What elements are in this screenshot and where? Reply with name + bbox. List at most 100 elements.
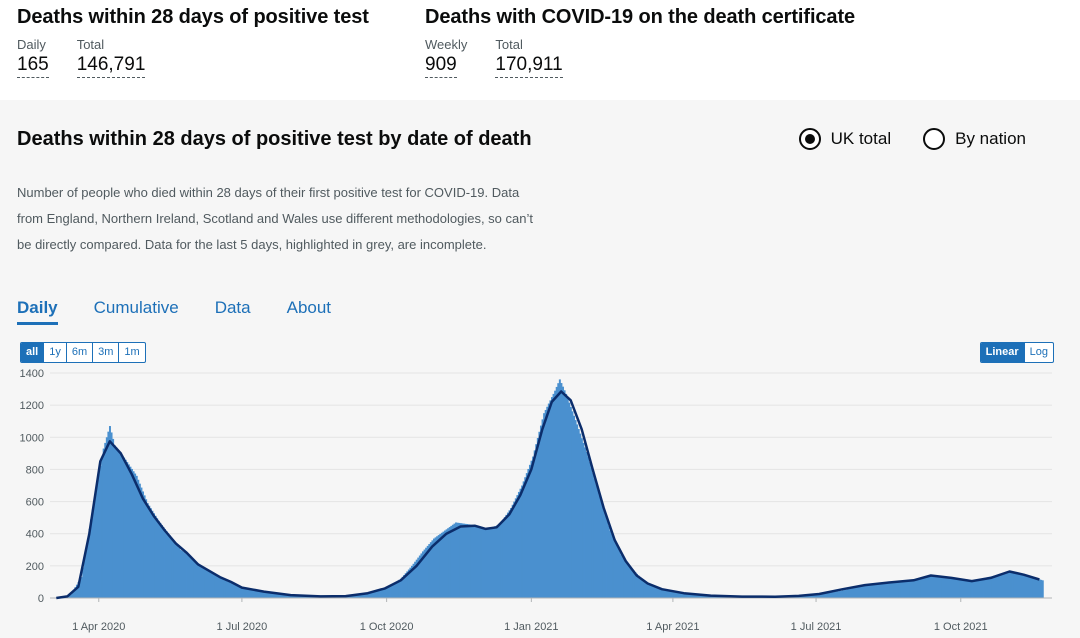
metric-label: Weekly [425,37,468,52]
bar [436,536,439,598]
bar [437,535,440,598]
bar [813,594,816,598]
bar [547,403,550,598]
tab-daily[interactable]: Daily [17,298,58,325]
bar [217,576,220,598]
bar [823,593,826,598]
bar [425,547,428,598]
bar [912,579,915,598]
bar [505,514,508,598]
bar [244,587,247,598]
metric-value[interactable]: 146,791 [76,54,146,78]
bar [162,527,165,598]
metric-weekly: Weekly 909 [425,37,467,78]
y-tick-label: 1000 [20,432,44,444]
bar [384,588,387,598]
bar [974,579,977,598]
bar [964,579,967,598]
radio-uk-total[interactable]: UK total [798,128,891,150]
bar [422,551,424,598]
range-all-button[interactable]: all [21,343,45,362]
tab-about[interactable]: About [286,298,332,317]
range-1y-button[interactable]: 1y [44,343,67,362]
bar [654,587,657,598]
bar [126,462,129,598]
bar [565,393,568,598]
bar [366,592,369,598]
radio-by-nation[interactable]: By nation [923,128,1026,150]
bar [388,585,391,598]
bar [977,579,980,598]
bar [558,379,561,598]
bar [670,591,673,598]
range-6m-button[interactable]: 6m [67,343,94,362]
bar [681,592,684,598]
bar [277,593,280,598]
bar [631,569,634,598]
bar [1024,575,1027,598]
bar [352,595,355,598]
bar [587,456,590,598]
bar [495,525,498,598]
bar [99,465,102,598]
range-1m-button[interactable]: 1m [124,346,140,358]
tab-data[interactable]: Data [214,298,251,317]
bar [399,578,402,598]
bar [898,581,901,598]
bar [154,515,157,598]
bar [360,594,363,598]
bar [900,581,903,598]
bar [853,588,855,598]
range-3m-button[interactable]: 3m [93,343,120,362]
bar [464,523,467,598]
scale-log-button[interactable]: Log [1029,346,1048,358]
x-tick-label: 1 Jul 2021 [791,621,842,633]
bar [94,492,97,598]
summary-title: Deaths with COVID-19 on the death certif… [425,6,856,28]
bar [415,559,418,598]
bar [223,580,226,598]
bar [802,595,805,598]
bar [1040,579,1043,598]
bar [876,584,879,598]
bar [214,574,217,598]
bar [637,575,640,598]
bar [1007,571,1010,598]
bar [554,390,557,598]
bar [228,582,231,598]
bar [450,525,453,598]
bar [642,580,645,598]
metric-value[interactable]: 909 [425,54,457,78]
summary-bar: Deaths within 28 days of positive test D… [0,0,1080,100]
bar [870,585,873,598]
bar [997,574,1000,598]
bar [203,568,206,598]
bar [1022,574,1025,598]
bar [988,576,991,598]
bar [159,522,162,598]
bar [164,529,167,598]
bar [536,437,539,598]
bar [124,459,127,598]
bar [453,523,456,598]
bar [220,578,223,598]
bar [231,583,234,598]
tab-cumulative[interactable]: Cumulative [93,298,179,317]
bar [511,504,514,598]
bar [911,579,914,598]
bar [610,533,613,598]
bar [623,558,626,598]
bar [200,566,203,598]
bar [1002,572,1005,598]
bar [551,397,553,598]
scale-linear-button[interactable]: Linear [980,343,1025,362]
bar [393,582,396,598]
bar [506,512,509,598]
bar [112,438,115,598]
metric-value[interactable]: 165 [17,54,49,78]
bar [532,456,535,598]
bar [665,590,668,598]
metric-value[interactable]: 170,911 [495,54,563,78]
bar [480,526,483,598]
bar [121,455,124,598]
